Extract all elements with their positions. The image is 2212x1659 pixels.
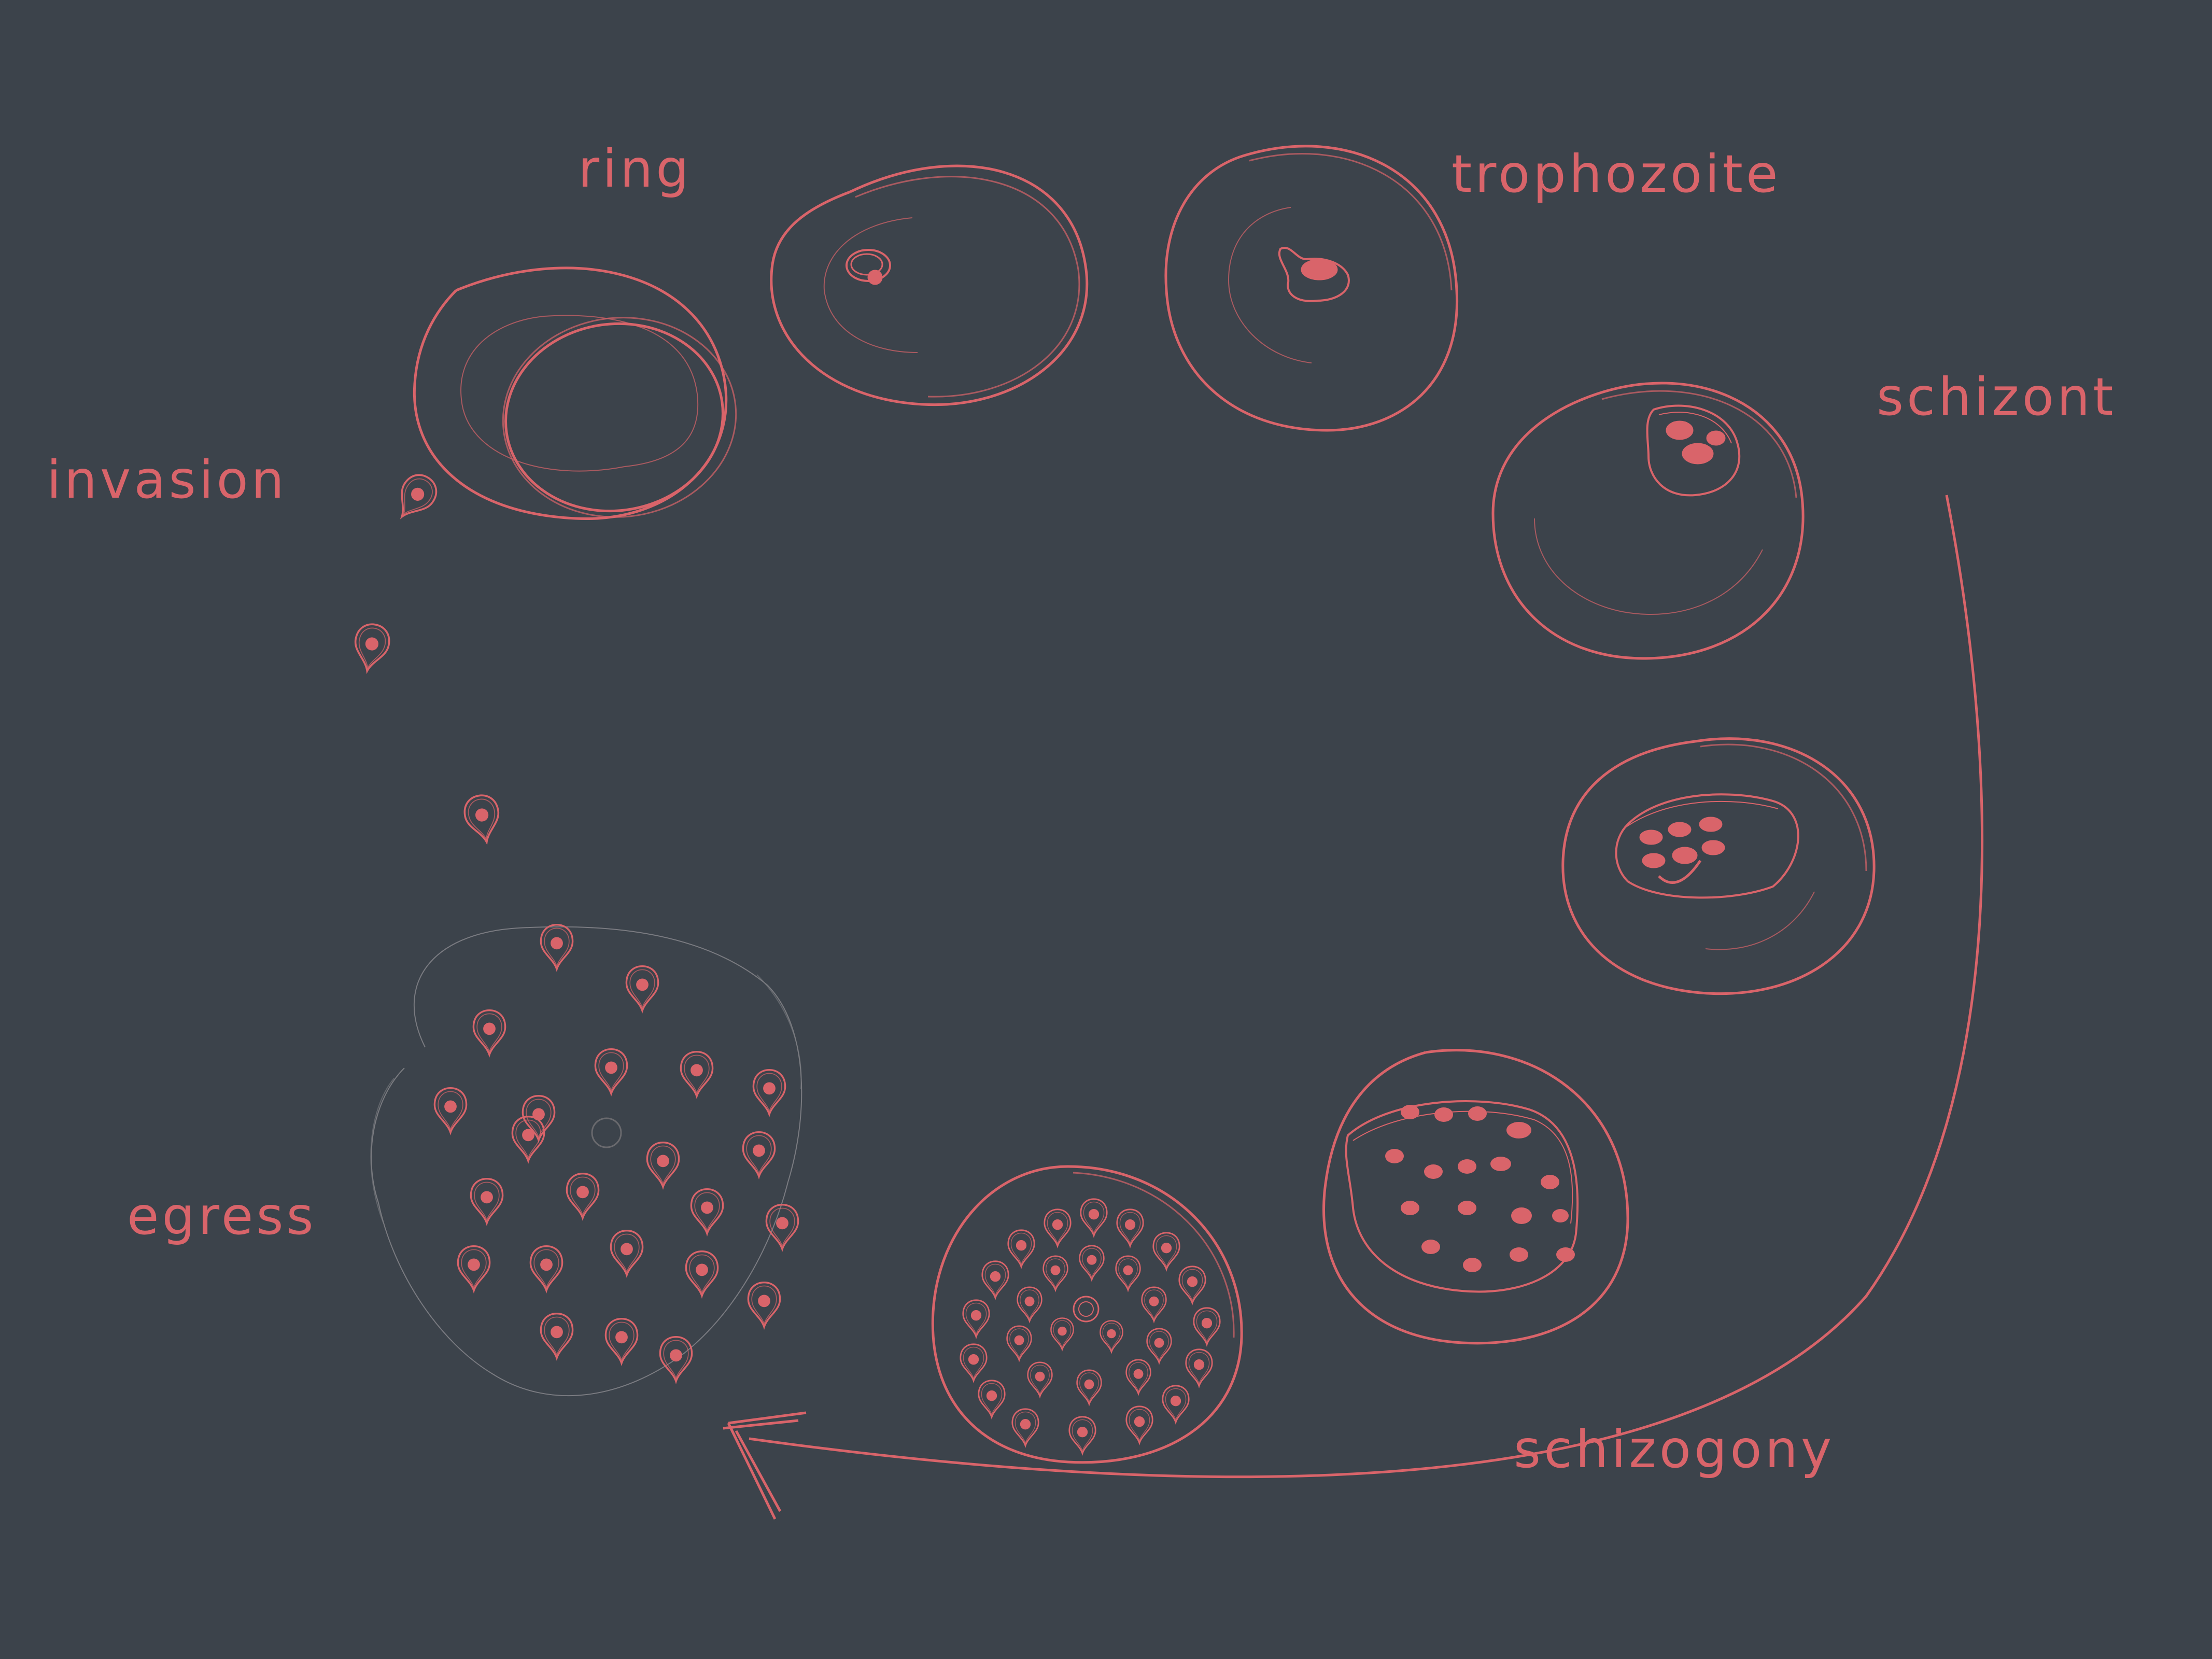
label-egress: egress [127, 1186, 317, 1246]
segmenter-cell [931, 1165, 1243, 1464]
ring-stage-cell [770, 164, 1089, 406]
late-schizogony-nuclei [1385, 1105, 1575, 1272]
label-trophozoite: trophozoite [1452, 144, 1781, 204]
cycle-arrow [723, 495, 1984, 1520]
label-schizogony: schizogony [1514, 1419, 1835, 1480]
stage-labels: ring trophozoite schizont invasion egres… [47, 138, 2117, 1480]
schizont-parasite [1646, 404, 1741, 497]
ring-cell [413, 266, 737, 521]
trophozoite-parasite [1278, 247, 1350, 302]
egress-cluster [370, 923, 802, 1396]
residual-body [591, 1117, 622, 1148]
early-schizogony-cell [1561, 737, 1876, 995]
late-schizogony-cell [1322, 1049, 1629, 1345]
ring-parasite [846, 249, 891, 285]
schizont-cell [1491, 382, 1805, 660]
egress-membrane [370, 926, 802, 1396]
label-schizont: schizont [1877, 367, 2117, 427]
early-schizogony-parasite [1615, 793, 1799, 899]
label-ring: ring [578, 138, 692, 199]
label-invasion: invasion [47, 449, 287, 510]
trophozoite-cell [1164, 145, 1459, 432]
